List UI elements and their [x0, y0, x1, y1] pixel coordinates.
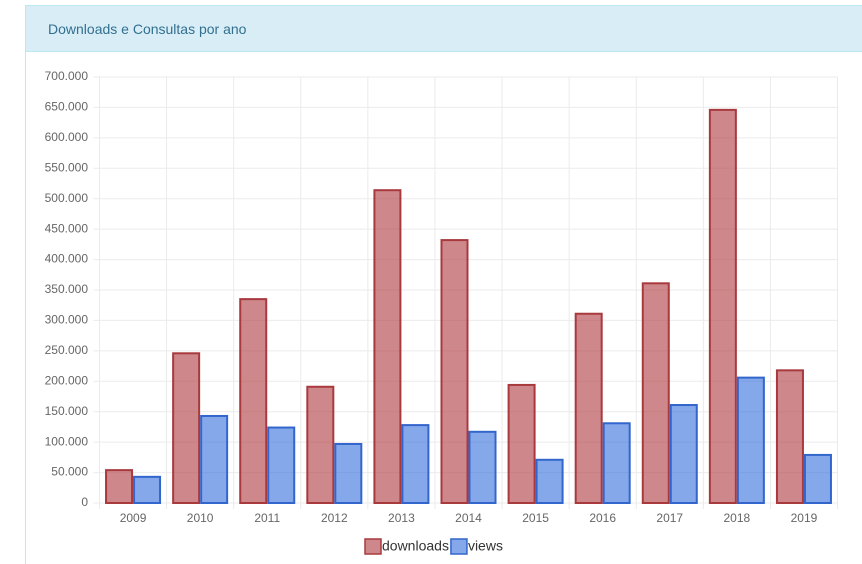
legend-label: downloads: [382, 538, 449, 554]
x-tick-label: 2011: [254, 511, 280, 525]
legend-swatch: [450, 538, 468, 555]
x-tick-label: 2013: [388, 511, 415, 525]
legend-label: views: [468, 538, 503, 554]
bar: [267, 426, 296, 504]
y-tick-label: 400.000: [45, 252, 89, 266]
x-tick-label: 2019: [791, 511, 818, 525]
bar: [440, 239, 469, 504]
y-tick-label: 50.000: [51, 465, 88, 479]
bar: [669, 404, 698, 504]
y-tick-label: 350.000: [45, 282, 89, 296]
y-tick-label: 250.000: [45, 343, 89, 357]
bar: [239, 298, 268, 504]
x-tick-label: 2010: [187, 511, 214, 525]
bar: [507, 383, 536, 504]
y-tick-label: 150.000: [45, 404, 89, 418]
y-tick-label: 300.000: [45, 313, 89, 327]
bar: [775, 369, 804, 504]
x-tick-label: 2015: [522, 511, 549, 525]
panel-heading: Downloads e Consultas por ano: [25, 5, 862, 52]
y-tick-label: 550.000: [45, 160, 89, 174]
bar: [200, 414, 229, 504]
legend-swatch: [364, 538, 382, 555]
bar: [172, 352, 201, 505]
bar: [468, 430, 497, 505]
x-tick-label: 2016: [589, 511, 616, 525]
bar: [803, 453, 832, 504]
y-tick-label: 450.000: [45, 221, 89, 235]
bar: [535, 458, 564, 505]
x-tick-label: 2012: [321, 511, 348, 525]
bar: [306, 385, 335, 504]
bar: [736, 376, 765, 504]
x-tick-label: 2017: [656, 511, 683, 525]
x-tick-label: 2014: [455, 511, 482, 525]
bar: [574, 312, 603, 504]
bar: [105, 469, 134, 505]
bar: [401, 424, 430, 504]
bar: [133, 475, 162, 504]
x-tick-label: 2018: [724, 511, 751, 525]
panel-body: [25, 52, 862, 564]
y-tick-label: 500.000: [45, 191, 89, 205]
y-tick-label: 600.000: [45, 130, 89, 144]
chart-title: Downloads e Consultas por ano: [48, 21, 247, 37]
bar: [602, 422, 631, 504]
y-tick-label: 100.000: [45, 434, 89, 448]
bar: [334, 442, 363, 504]
bar: [708, 108, 737, 504]
bar: [373, 189, 402, 505]
x-tick-label: 2009: [120, 511, 147, 525]
y-tick-label: 650.000: [45, 100, 89, 114]
bar: [641, 282, 670, 505]
y-tick-label: 700.000: [45, 69, 89, 83]
y-tick-label: 0: [81, 495, 88, 509]
y-tick-label: 200.000: [45, 373, 89, 387]
